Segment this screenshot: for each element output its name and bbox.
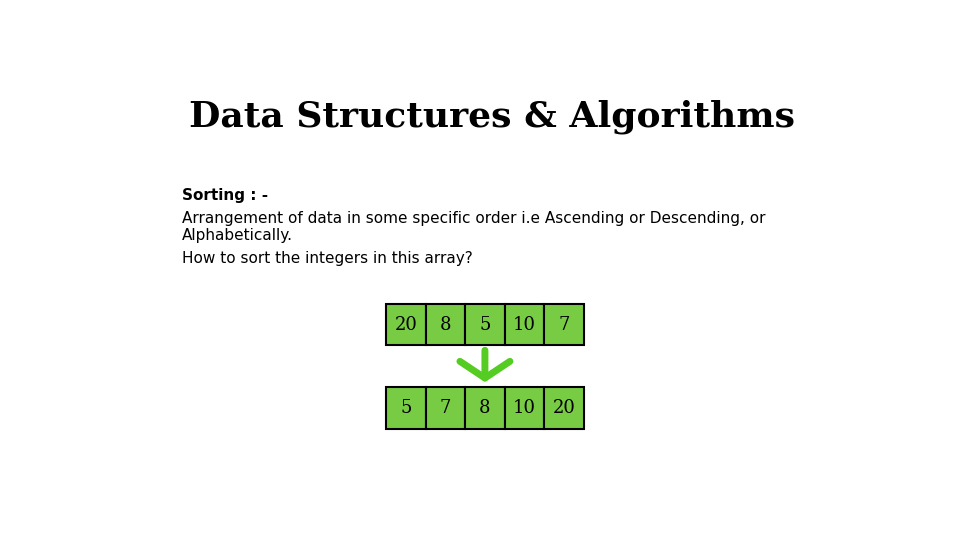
Bar xyxy=(426,304,466,346)
Text: 8: 8 xyxy=(479,399,491,417)
Bar xyxy=(544,304,584,346)
Bar xyxy=(466,304,505,346)
Text: How to sort the integers in this array?: How to sort the integers in this array? xyxy=(181,251,472,266)
Text: 8: 8 xyxy=(440,316,451,334)
Bar xyxy=(544,387,584,429)
Text: Arrangement of data in some specific order i.e Ascending or Descending, or: Arrangement of data in some specific ord… xyxy=(181,211,765,226)
Text: 5: 5 xyxy=(400,399,412,417)
Text: Alphabetically.: Alphabetically. xyxy=(181,228,293,243)
Bar xyxy=(386,304,426,346)
Text: 20: 20 xyxy=(395,316,418,334)
Bar xyxy=(386,387,426,429)
Bar xyxy=(466,387,505,429)
Text: 5: 5 xyxy=(479,316,491,334)
Text: 10: 10 xyxy=(513,399,536,417)
Text: 10: 10 xyxy=(513,316,536,334)
Text: 7: 7 xyxy=(440,399,451,417)
Text: Sorting : -: Sorting : - xyxy=(181,188,268,203)
Bar xyxy=(426,387,466,429)
Text: Data Structures & Algorithms: Data Structures & Algorithms xyxy=(189,99,795,134)
Text: 7: 7 xyxy=(558,316,569,334)
Bar xyxy=(505,387,544,429)
Bar xyxy=(505,304,544,346)
Text: 20: 20 xyxy=(552,399,575,417)
